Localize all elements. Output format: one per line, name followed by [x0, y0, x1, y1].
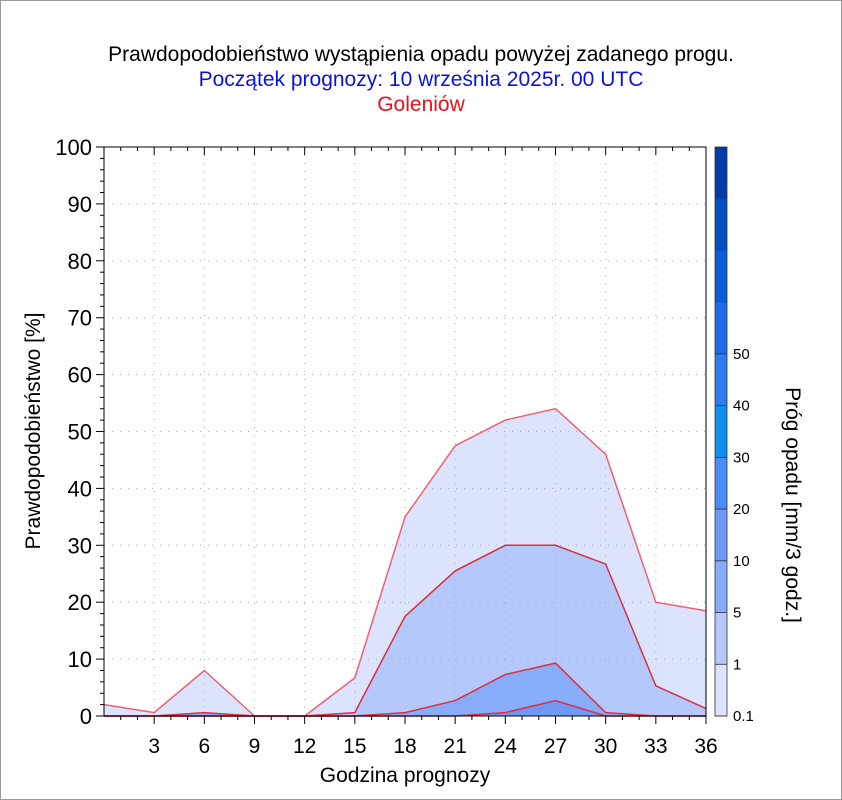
x-tick-label: 24	[494, 735, 518, 758]
colorbar-tick-label: 50	[733, 346, 750, 363]
colorbar-tick-label: 40	[733, 398, 750, 415]
area-series-10	[104, 700, 706, 716]
colorbar-tick-label: 20	[733, 501, 750, 518]
colorbar-segment	[715, 147, 727, 200]
colorbar-segment	[715, 198, 727, 251]
colorbar-segment	[715, 560, 727, 613]
colorbar-segment	[715, 353, 727, 407]
x-axis-label: Godzina prognozy	[320, 764, 491, 787]
colorbar-segment	[715, 302, 727, 355]
colorbar-tick-label: 0.1	[733, 708, 754, 725]
y-tick-label: 20	[68, 590, 92, 615]
x-tick-label: 12	[293, 735, 316, 758]
x-tick-label: 36	[694, 735, 717, 758]
x-tick-label: 30	[594, 735, 617, 758]
y-tick-label: 100	[55, 135, 92, 160]
colorbar-segment	[715, 612, 727, 665]
colorbar-tick-label: 1	[733, 656, 741, 673]
colorbar-segment	[715, 509, 727, 562]
colorbar-segment	[715, 457, 727, 510]
x-tick-label: 27	[544, 735, 567, 758]
x-tick-label: 15	[343, 735, 366, 758]
y-axis-label: Prawdopodobieństwo [%]	[22, 313, 45, 550]
x-tick-label: 9	[249, 735, 261, 758]
chart-title: Prawdopodobieństwo wystąpienia opadu pow…	[108, 43, 734, 66]
colorbar-tick-label: 10	[733, 553, 750, 570]
x-tick-label: 33	[644, 735, 667, 758]
y-tick-label: 30	[68, 533, 92, 558]
colorbar-label: Próg opadu [mm/3 godz.]	[781, 387, 804, 623]
y-tick-label: 60	[68, 363, 92, 388]
x-tick-label: 21	[443, 735, 466, 758]
y-tick-label: 0	[80, 704, 92, 729]
y-tick-label: 40	[68, 476, 92, 501]
y-tick-label: 10	[68, 647, 92, 672]
y-tick-label: 50	[68, 420, 92, 445]
colorbar-segment	[715, 405, 727, 458]
line-series-5	[104, 662, 706, 717]
colorbar-segment	[715, 250, 727, 303]
y-tick-label: 80	[68, 249, 92, 274]
chart-location: Goleniów	[377, 93, 465, 116]
y-tick-label: 70	[68, 306, 92, 331]
colorbar-segment	[715, 664, 727, 717]
y-tick-label: 90	[68, 192, 92, 217]
colorbar-tick-label: 30	[733, 449, 750, 466]
x-tick-label: 6	[198, 735, 210, 758]
x-tick-label: 18	[393, 735, 416, 758]
x-tick-label: 3	[148, 735, 160, 758]
chart-subtitle: Początek prognozy: 10 września 2025r. 00…	[198, 68, 644, 91]
line-series-0.1	[103, 407, 707, 717]
colorbar-tick-label: 5	[733, 605, 741, 622]
